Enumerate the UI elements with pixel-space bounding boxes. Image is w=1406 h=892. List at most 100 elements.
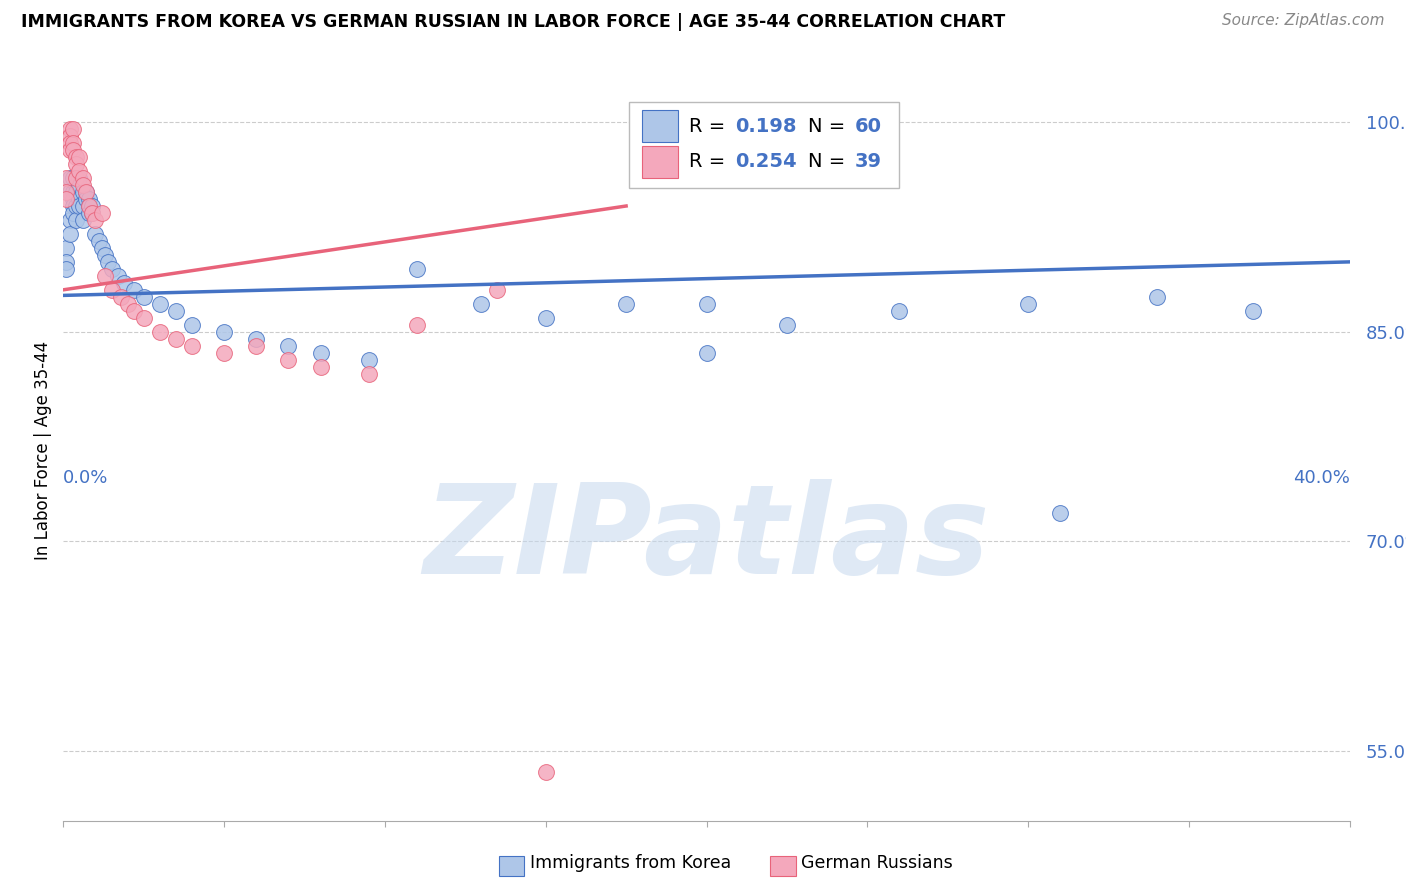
Text: 60: 60 <box>855 117 882 136</box>
Point <box>67 150 90 164</box>
Point <box>67 192 90 206</box>
Point <box>55 171 77 186</box>
Text: R =: R = <box>689 153 731 171</box>
Point <box>90 241 112 255</box>
Point <box>1146 290 1168 304</box>
Point <box>62 192 84 206</box>
Point <box>75 185 97 199</box>
Point <box>65 178 87 192</box>
Text: IMMIGRANTS FROM KOREA VS GERMAN RUSSIAN IN LABOR FORCE | AGE 35-44 CORRELATION C: IMMIGRANTS FROM KOREA VS GERMAN RUSSIAN … <box>21 13 1005 31</box>
Point <box>776 318 799 332</box>
Point <box>77 192 100 206</box>
Text: 0.254: 0.254 <box>735 153 796 171</box>
Y-axis label: In Labor Force | Age 35-44: In Labor Force | Age 35-44 <box>34 341 52 560</box>
Point <box>100 261 122 276</box>
Point <box>55 192 77 206</box>
Point <box>59 227 82 241</box>
Point <box>59 143 82 157</box>
Point <box>486 283 509 297</box>
Point <box>65 171 87 186</box>
Point <box>55 241 77 255</box>
Text: Immigrants from Korea: Immigrants from Korea <box>530 855 731 872</box>
Point <box>55 261 77 276</box>
Point <box>82 206 104 220</box>
Point <box>72 213 94 227</box>
Point <box>62 122 84 136</box>
Point <box>84 227 107 241</box>
Point <box>55 185 77 199</box>
Bar <box>643 111 678 142</box>
Point <box>59 171 82 186</box>
Text: N =: N = <box>808 117 852 136</box>
Point <box>82 206 104 220</box>
Point <box>59 213 82 227</box>
Point <box>97 255 120 269</box>
Point <box>94 268 117 283</box>
Point <box>212 345 235 359</box>
Point <box>309 345 332 359</box>
Point <box>110 290 132 304</box>
Point <box>100 283 122 297</box>
Point <box>75 185 97 199</box>
Point <box>534 764 557 779</box>
Point <box>122 303 145 318</box>
Point <box>889 303 911 318</box>
Point <box>62 199 84 213</box>
Point <box>67 171 90 186</box>
Point <box>245 339 267 353</box>
Point <box>72 178 94 192</box>
Point <box>132 310 155 325</box>
Point <box>72 185 94 199</box>
Point <box>1049 506 1071 520</box>
Point <box>614 297 637 311</box>
Point <box>55 255 77 269</box>
Point <box>65 157 87 171</box>
Bar <box>643 145 678 178</box>
Point <box>406 318 429 332</box>
FancyBboxPatch shape <box>630 103 900 187</box>
Point <box>132 290 155 304</box>
Point <box>245 332 267 346</box>
Point <box>149 325 172 339</box>
Point <box>59 129 82 144</box>
Point <box>62 171 84 186</box>
Point <box>277 339 299 353</box>
Point <box>212 325 235 339</box>
Point <box>72 199 94 213</box>
Text: 0.0%: 0.0% <box>63 469 108 487</box>
Point <box>94 248 117 262</box>
Text: 39: 39 <box>855 153 882 171</box>
Text: Source: ZipAtlas.com: Source: ZipAtlas.com <box>1222 13 1385 29</box>
Point <box>406 261 429 276</box>
Point <box>122 283 145 297</box>
Point <box>67 164 90 178</box>
Point <box>149 297 172 311</box>
Point <box>181 318 204 332</box>
Text: N =: N = <box>808 153 852 171</box>
Point <box>62 206 84 220</box>
Point <box>1241 303 1264 318</box>
Point <box>62 143 84 157</box>
Text: ZIPatlas: ZIPatlas <box>423 479 990 599</box>
Point <box>65 185 87 199</box>
Point <box>277 352 299 367</box>
Point <box>357 352 380 367</box>
Point <box>75 192 97 206</box>
Text: German Russians: German Russians <box>801 855 953 872</box>
Point <box>165 332 187 346</box>
Point <box>72 171 94 186</box>
Point <box>696 297 718 311</box>
Point <box>357 367 380 381</box>
Text: R =: R = <box>689 117 731 136</box>
Point <box>67 178 90 192</box>
Point <box>62 185 84 199</box>
Point <box>59 185 82 199</box>
Point <box>90 206 112 220</box>
Point <box>696 345 718 359</box>
Point <box>77 199 100 213</box>
Point <box>59 136 82 150</box>
Point <box>67 199 90 213</box>
Point <box>84 213 107 227</box>
Point <box>87 234 110 248</box>
Point <box>59 122 82 136</box>
